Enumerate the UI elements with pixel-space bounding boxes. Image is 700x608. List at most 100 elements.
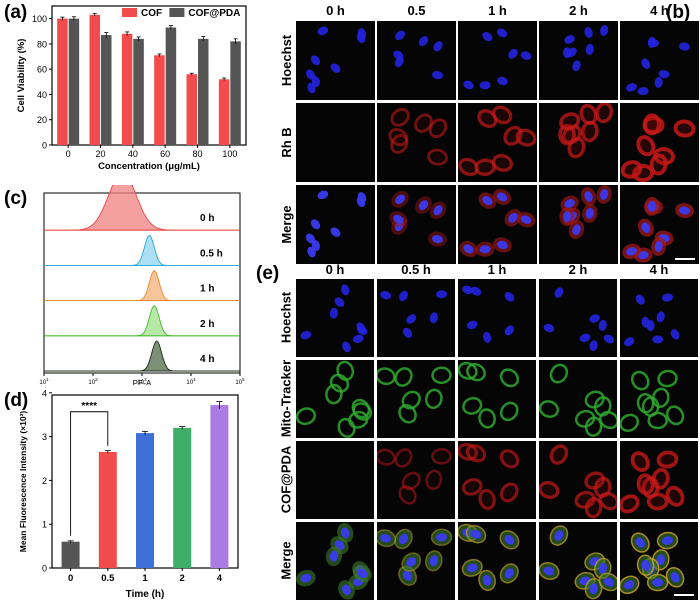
- bar-cof-pda: [133, 38, 144, 145]
- plot-frame: [51, 5, 247, 146]
- micrograph-cells: [305, 190, 367, 258]
- x-tick-label: 2: [180, 573, 185, 584]
- panel-b-label: (b): [666, 2, 691, 23]
- cytoplasm-signal: [458, 157, 479, 177]
- histogram-label: 0 h: [200, 213, 214, 224]
- nucleus: [554, 287, 564, 298]
- column-header: 0 h: [325, 262, 345, 277]
- cytoplasm-signal: [630, 451, 650, 472]
- cell-body: [394, 111, 406, 123]
- micrograph-tile: [620, 103, 699, 182]
- nucleus: [589, 340, 598, 352]
- cell-body: [646, 118, 657, 131]
- micrograph-tile: [620, 21, 699, 100]
- cytoplasm-signal: [580, 120, 599, 143]
- nucleus: [652, 335, 664, 344]
- column-header: 1 h: [488, 3, 507, 18]
- nucleus: [399, 290, 408, 302]
- cell-body: [669, 490, 681, 503]
- nucleus: [624, 337, 635, 347]
- micrograph-cells: [459, 188, 536, 257]
- micrograph-tile: [458, 103, 537, 182]
- mitochondria-signal: [377, 367, 396, 386]
- cell-body: [435, 451, 448, 462]
- nucleus: [330, 227, 341, 237]
- nucleus: [342, 341, 351, 353]
- y-tick-label: 100: [32, 14, 47, 24]
- nucleus: [395, 30, 405, 41]
- cell-body: [432, 122, 444, 134]
- x-tick-label: 60: [160, 149, 170, 159]
- cytoplasm-signal: [673, 119, 696, 138]
- micrograph-tile: [620, 360, 698, 438]
- bar-0-5: [98, 451, 117, 568]
- cell-body: [496, 109, 508, 121]
- cell-body: [543, 484, 555, 496]
- bar-cof: [57, 18, 68, 145]
- micrograph-cells: [558, 103, 614, 159]
- cell-body: [398, 452, 409, 464]
- nucleus: [572, 60, 581, 72]
- scale-bar: [675, 258, 695, 260]
- nucleus: [340, 527, 350, 539]
- bar-0: [61, 541, 80, 568]
- cell-body: [640, 139, 652, 152]
- mitochondria-signal: [665, 405, 685, 426]
- cytoplasm-signal: [388, 127, 409, 147]
- y-tick-label: 2: [42, 476, 47, 486]
- panel-a-chart: 0 20 40 60 80 100 0 20 40 60 80 100 Concentration (μ…: [16, 5, 247, 172]
- cytoplasm-signal: [394, 448, 413, 468]
- bar-1: [136, 433, 154, 568]
- x-tick-label: 20: [95, 149, 105, 159]
- legend-swatch: [169, 8, 185, 17]
- cell-body: [599, 106, 610, 119]
- nucleus: [433, 41, 443, 52]
- micrograph-tile: [539, 103, 618, 182]
- nucleus: [652, 578, 664, 587]
- micrograph-tile: [539, 441, 617, 519]
- nucleus: [647, 200, 656, 212]
- nucleus: [623, 580, 635, 590]
- bar-2: [173, 427, 192, 568]
- x-tick-label: 0: [66, 149, 71, 159]
- nucleus: [603, 334, 615, 344]
- nucleus: [579, 333, 591, 342]
- nucleus: [305, 233, 316, 244]
- micrograph-cells: [620, 369, 685, 432]
- cell-body: [402, 489, 413, 501]
- bar-4: [210, 405, 229, 568]
- micrograph-cells: [620, 450, 685, 514]
- micrograph-tile: [539, 21, 618, 100]
- cytoplasm-signal: [491, 154, 514, 172]
- micrograph-tile: [377, 522, 455, 600]
- nucleus: [520, 215, 532, 224]
- cytoplasm-signal: [390, 107, 410, 127]
- micrograph-tile: [296, 522, 374, 600]
- nucleus: [504, 534, 515, 545]
- panel-a-label: (a): [4, 2, 28, 23]
- x-tick-label: 1: [142, 573, 148, 584]
- bar-cof-pda: [101, 35, 112, 145]
- micrograph-cells: [296, 441, 374, 519]
- micrograph-cells: [539, 363, 617, 437]
- row-label: Merge: [278, 204, 294, 244]
- micrograph-tile: [296, 360, 374, 438]
- legend-label: COF: [141, 8, 162, 19]
- y-axis-title: Mean Fluorescence Intensity (×10³): [18, 411, 28, 553]
- nucleus: [342, 584, 351, 596]
- cytoplasm-signal: [499, 449, 520, 469]
- nucleus: [637, 251, 649, 260]
- mitochondria-signal: [329, 373, 350, 393]
- significance-label: ****: [81, 401, 97, 412]
- nucleus: [470, 286, 482, 296]
- nucleus: [482, 196, 493, 206]
- nucleus: [626, 247, 637, 256]
- nucleus: [641, 222, 651, 233]
- x-tick-label: 105: [235, 377, 245, 385]
- cell-body: [597, 481, 608, 494]
- nucleus: [311, 240, 320, 251]
- nucleus: [497, 240, 508, 250]
- cytoplasm-signal: [649, 153, 668, 176]
- mitochondria-signal: [458, 361, 478, 380]
- nucleus: [635, 537, 645, 548]
